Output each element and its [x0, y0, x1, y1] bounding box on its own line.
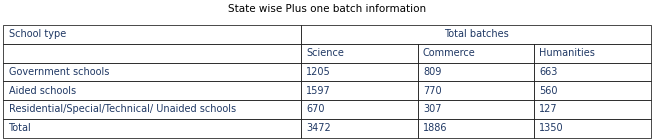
Bar — [3, 100, 301, 119]
Text: 560: 560 — [540, 86, 558, 96]
Text: 1886: 1886 — [423, 123, 447, 133]
Text: 1350: 1350 — [540, 123, 564, 133]
Text: 663: 663 — [540, 67, 558, 77]
Bar — [301, 25, 651, 44]
Bar — [418, 119, 534, 138]
Bar — [3, 25, 301, 44]
Text: Residential/Special/Technical/ Unaided schools: Residential/Special/Technical/ Unaided s… — [9, 105, 235, 114]
Bar — [3, 81, 301, 100]
Bar — [534, 100, 651, 119]
Bar — [534, 119, 651, 138]
Text: State wise Plus one batch information: State wise Plus one batch information — [228, 4, 426, 14]
Text: Aided schools: Aided schools — [9, 86, 76, 96]
Bar — [301, 63, 418, 81]
Bar — [418, 81, 534, 100]
Bar — [3, 119, 301, 138]
Text: Science: Science — [306, 48, 344, 58]
Bar — [418, 44, 534, 63]
Text: 307: 307 — [423, 105, 441, 114]
Text: Commerce: Commerce — [423, 48, 475, 58]
Text: Humanities: Humanities — [540, 48, 595, 58]
Bar — [301, 81, 418, 100]
Text: 127: 127 — [540, 105, 558, 114]
Text: School type: School type — [9, 29, 66, 39]
Bar — [534, 44, 651, 63]
Bar — [3, 44, 301, 63]
Bar — [301, 119, 418, 138]
Text: 1597: 1597 — [306, 86, 331, 96]
Text: 670: 670 — [306, 105, 325, 114]
Bar — [301, 100, 418, 119]
Bar — [418, 100, 534, 119]
Text: 3472: 3472 — [306, 123, 331, 133]
Bar — [3, 63, 301, 81]
Text: Total: Total — [9, 123, 31, 133]
Text: Government schools: Government schools — [9, 67, 109, 77]
Bar — [301, 44, 418, 63]
Text: 770: 770 — [423, 86, 441, 96]
Bar — [418, 63, 534, 81]
Text: 1205: 1205 — [306, 67, 331, 77]
Bar — [534, 63, 651, 81]
Text: Total batches: Total batches — [443, 29, 508, 39]
Text: 809: 809 — [423, 67, 441, 77]
Bar — [534, 81, 651, 100]
